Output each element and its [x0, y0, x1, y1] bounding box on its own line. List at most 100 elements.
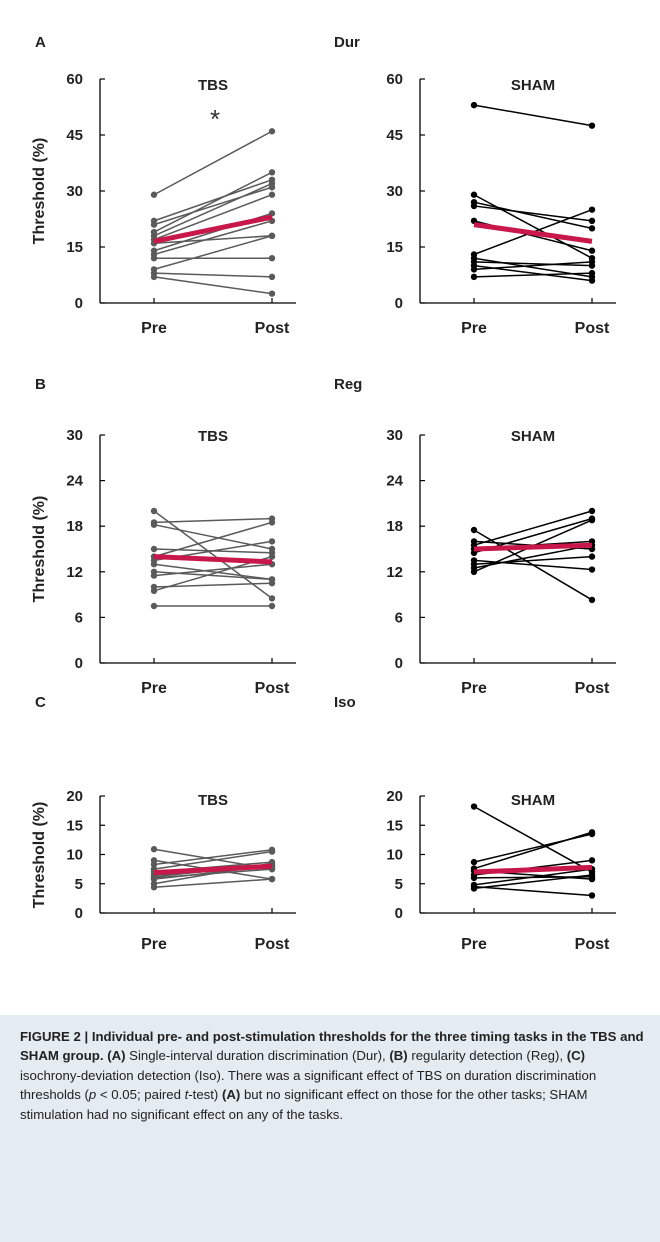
x-tick-label-post: Post	[255, 680, 290, 697]
y-axis-label: Threshold (%)	[31, 802, 48, 909]
post-point	[588, 596, 596, 604]
x-tick-label-pre: Pre	[141, 320, 167, 337]
y-tick-label: 20	[66, 788, 83, 805]
pre-point	[150, 191, 158, 198]
y-tick-label: 30	[66, 427, 83, 444]
group-mean-line	[153, 554, 273, 565]
group-mean-line	[473, 864, 593, 875]
subject-series	[470, 101, 596, 129]
subject-line	[473, 510, 593, 546]
x-tick-label-post: Post	[255, 320, 290, 337]
subject-series	[150, 515, 276, 526]
subject-line	[473, 205, 593, 222]
y-tick-label: 0	[75, 905, 83, 922]
caption-segment: isochrony-deviation detection (Iso). The…	[20, 1067, 597, 1103]
pre-point	[470, 266, 478, 273]
pre-point	[150, 875, 158, 883]
caption-segment: (A)	[221, 1087, 241, 1103]
subject-series	[150, 561, 276, 583]
y-tick-label: 0	[75, 655, 83, 672]
caption-segment: -test)	[188, 1087, 222, 1103]
post-point	[268, 180, 276, 187]
subplot-title: SHAM	[511, 792, 555, 809]
subject-line	[153, 220, 273, 256]
post-point	[588, 277, 596, 284]
pre-point	[470, 874, 478, 882]
caption-segment: Single-interval duration discrimination …	[125, 1048, 390, 1064]
y-tick-label: 24	[66, 473, 83, 490]
y-tick-label: 20	[386, 788, 403, 805]
y-tick-label: 24	[386, 473, 403, 490]
subject-line	[153, 276, 273, 295]
post-point	[588, 247, 596, 254]
subject-series	[470, 871, 596, 892]
pre-point	[470, 568, 478, 575]
subject-line	[153, 130, 273, 196]
y-tick-label: 10	[66, 847, 83, 864]
y-tick-label: 30	[386, 427, 403, 444]
subplot-a-sham: 0 15 30 45 60 Pre Post SHAM	[386, 71, 616, 337]
post-point	[268, 595, 276, 602]
subplot-c-tbs: 0 5 10 15 20 Pre Post TBS Threshold (%)	[31, 788, 296, 953]
subject-series	[150, 255, 276, 262]
y-tick-label: 0	[395, 295, 403, 312]
subplot-b-tbs: 0 6 12 18 24 30 Pre Post TBS Threshold (%)	[31, 427, 296, 697]
post-point	[588, 892, 596, 899]
figure-caption: FIGURE 2 | Individual pre- and post-stim…	[0, 1015, 660, 1242]
y-tick-label: 60	[66, 71, 83, 88]
subject-line	[153, 849, 273, 866]
pre-point	[470, 526, 478, 534]
y-tick-label: 12	[66, 564, 83, 581]
x-tick-label-post: Post	[575, 320, 610, 337]
subject-line	[473, 885, 593, 897]
subject-series	[150, 180, 276, 239]
subject-series	[150, 128, 276, 198]
x-tick-label-post: Post	[575, 680, 610, 697]
y-tick-label: 12	[386, 564, 403, 581]
subject-line	[153, 517, 273, 524]
y-tick-label: 60	[386, 71, 403, 88]
post-point	[268, 875, 276, 883]
significance-marker: *	[210, 104, 220, 134]
subject-line	[473, 831, 593, 870]
subject-series	[470, 829, 596, 872]
subject-series	[150, 602, 276, 610]
subject-series	[150, 273, 276, 297]
subject-line	[153, 878, 273, 889]
post-point	[268, 848, 276, 855]
subject-series	[470, 830, 596, 866]
y-tick-label: 15	[386, 239, 403, 256]
pre-point	[150, 572, 158, 579]
post-point	[588, 225, 596, 232]
caption-segment: (A)	[107, 1048, 126, 1064]
subject-line	[153, 186, 273, 226]
post-point	[268, 191, 276, 198]
pre-point	[150, 255, 158, 262]
subject-line	[153, 563, 273, 577]
y-tick-label: 5	[75, 876, 83, 893]
y-tick-label: 5	[395, 876, 403, 893]
pre-point	[150, 507, 158, 515]
subject-line	[473, 805, 593, 873]
group-mean-line	[153, 214, 273, 244]
panel-task-label-a: Dur	[334, 34, 360, 51]
subject-line	[473, 272, 593, 278]
subject-series	[150, 191, 276, 243]
pre-point	[150, 602, 158, 610]
caption-segment: t	[184, 1087, 189, 1103]
post-point	[588, 857, 596, 864]
subplot-a-tbs: 0 15 30 45 60 Pre Post TBS Threshold (%) *	[31, 71, 296, 337]
caption-label: FIGURE 2 | Individual pre- and post-stim…	[20, 1029, 644, 1064]
pre-point	[150, 846, 158, 853]
pre-point	[150, 861, 158, 868]
subject-line	[153, 194, 273, 241]
post-point	[588, 871, 596, 879]
panel-task-label-b: Reg	[334, 376, 362, 393]
group-mean-line	[473, 222, 593, 244]
subject-series	[150, 519, 276, 560]
y-tick-label: 18	[66, 518, 83, 535]
y-tick-label: 6	[395, 609, 403, 626]
y-tick-label: 6	[75, 609, 83, 626]
subject-line	[153, 850, 273, 870]
subject-line	[473, 261, 593, 267]
